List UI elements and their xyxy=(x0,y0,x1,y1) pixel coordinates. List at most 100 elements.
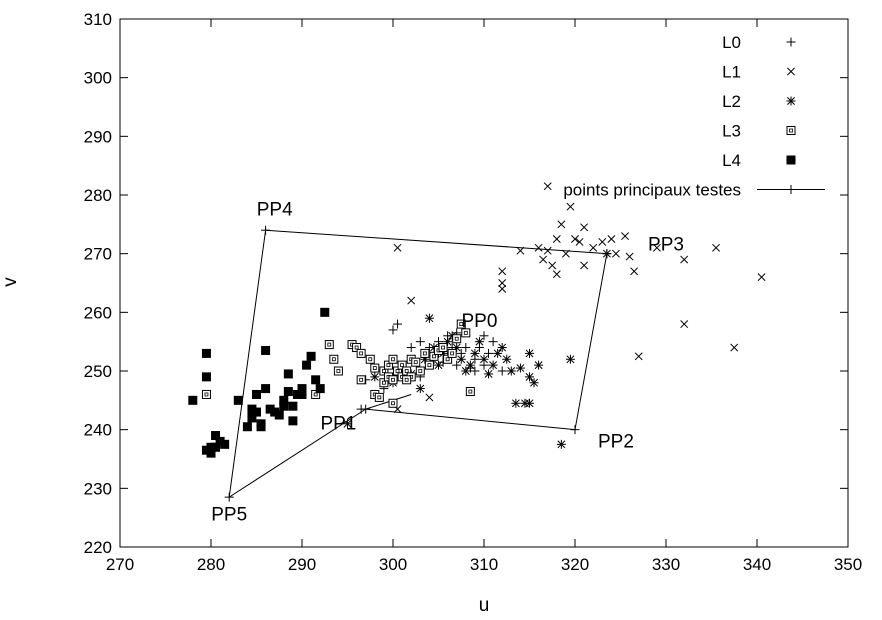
marker-square xyxy=(356,348,366,358)
marker-stroke xyxy=(434,361,443,370)
series-points xyxy=(188,182,766,502)
data-point xyxy=(539,255,548,264)
marker-filled-square xyxy=(211,442,221,452)
data-point xyxy=(556,439,566,449)
x-axis-ticks: 270 280 290 300 310 320 330 340 350 xyxy=(106,19,862,574)
y-tick-label: 270 xyxy=(84,245,112,264)
marker-stroke xyxy=(730,343,739,352)
data-point xyxy=(261,345,271,355)
marker-square xyxy=(352,343,362,353)
data-point xyxy=(374,392,384,402)
data-point xyxy=(525,372,534,382)
marker-square xyxy=(456,319,466,329)
marker-inner xyxy=(459,322,464,326)
marker-filled-square xyxy=(220,439,230,449)
data-point xyxy=(388,398,398,408)
marker-square xyxy=(388,354,398,364)
data-point xyxy=(456,319,466,329)
data-point xyxy=(557,220,566,229)
data-point xyxy=(461,328,471,338)
data-point xyxy=(211,431,221,441)
data-point xyxy=(361,404,371,414)
series-l1 xyxy=(393,182,766,414)
data-point xyxy=(598,237,607,246)
marker-inner xyxy=(441,345,445,350)
marker-filled-square xyxy=(311,375,321,385)
marker-inner xyxy=(391,401,395,406)
marker-square xyxy=(397,360,407,370)
pp-label-pp1: PP1 xyxy=(320,414,356,435)
marker-filled-square xyxy=(211,431,221,441)
marker-filled-square xyxy=(302,360,312,370)
marker-square xyxy=(379,378,389,388)
marker-inner xyxy=(789,128,793,133)
marker-stroke xyxy=(511,399,520,408)
marker-inner xyxy=(418,369,423,373)
y-tick-label: 280 xyxy=(84,186,112,205)
x-tick-label: 330 xyxy=(652,555,680,574)
marker-stroke xyxy=(557,440,566,449)
y-tick-label: 240 xyxy=(84,421,112,440)
marker-filled-square xyxy=(288,416,298,426)
x-tick-label: 280 xyxy=(197,555,225,574)
data-point xyxy=(484,369,494,379)
data-point xyxy=(402,375,412,385)
data-point xyxy=(470,348,480,358)
pp-segment xyxy=(265,229,607,255)
data-point xyxy=(561,249,570,258)
marker-stroke xyxy=(416,384,425,393)
data-point xyxy=(529,378,539,388)
data-point xyxy=(356,375,366,385)
data-point xyxy=(580,261,589,270)
marker-stroke xyxy=(502,355,511,364)
marker-filled-square xyxy=(201,348,211,358)
marker-inner xyxy=(404,377,409,382)
marker-stroke xyxy=(589,243,598,252)
data-point xyxy=(506,366,516,376)
data-point xyxy=(252,407,261,417)
series-l2 xyxy=(343,249,612,449)
marker-inner xyxy=(468,389,473,394)
marker-inner xyxy=(432,354,436,359)
y-tick-label: 220 xyxy=(84,538,112,557)
data-point xyxy=(625,252,634,261)
legend-marker xyxy=(786,126,796,135)
legend: L0 L1 L2 L3 L4 points principaux testes xyxy=(563,33,825,200)
data-point xyxy=(429,351,439,361)
y-tick-label: 290 xyxy=(84,127,112,146)
marker-inner xyxy=(445,357,450,362)
data-point xyxy=(680,320,689,329)
series-l4 xyxy=(188,307,330,458)
data-point xyxy=(488,337,498,347)
marker-stroke xyxy=(480,355,488,364)
data-point xyxy=(570,425,580,435)
marker-stroke xyxy=(370,372,379,381)
x-tick-label: 270 xyxy=(106,555,134,574)
data-point xyxy=(621,232,630,241)
data-point xyxy=(498,279,507,287)
data-point xyxy=(288,416,298,426)
data-point xyxy=(516,246,525,255)
marker-square xyxy=(333,366,343,376)
data-point xyxy=(571,235,579,243)
marker-square xyxy=(388,398,398,408)
data-point xyxy=(242,422,252,432)
x-tick-label: 300 xyxy=(379,555,407,574)
data-point xyxy=(630,267,639,276)
marker-inner xyxy=(354,345,359,350)
marker-stroke xyxy=(552,270,561,279)
legend-label: L2 xyxy=(722,92,741,111)
data-point xyxy=(543,182,552,191)
marker-stroke xyxy=(429,343,438,352)
legend-marker xyxy=(786,96,796,106)
data-point xyxy=(274,410,284,420)
legend-label: points principaux testes xyxy=(563,181,741,200)
marker-stroke xyxy=(543,246,552,255)
marker-stroke xyxy=(425,393,434,402)
marker-square xyxy=(374,392,384,402)
data-point xyxy=(411,357,421,367)
data-point xyxy=(420,348,430,358)
data-point xyxy=(415,384,425,394)
marker-filled-square xyxy=(283,369,293,379)
data-point xyxy=(498,284,507,293)
